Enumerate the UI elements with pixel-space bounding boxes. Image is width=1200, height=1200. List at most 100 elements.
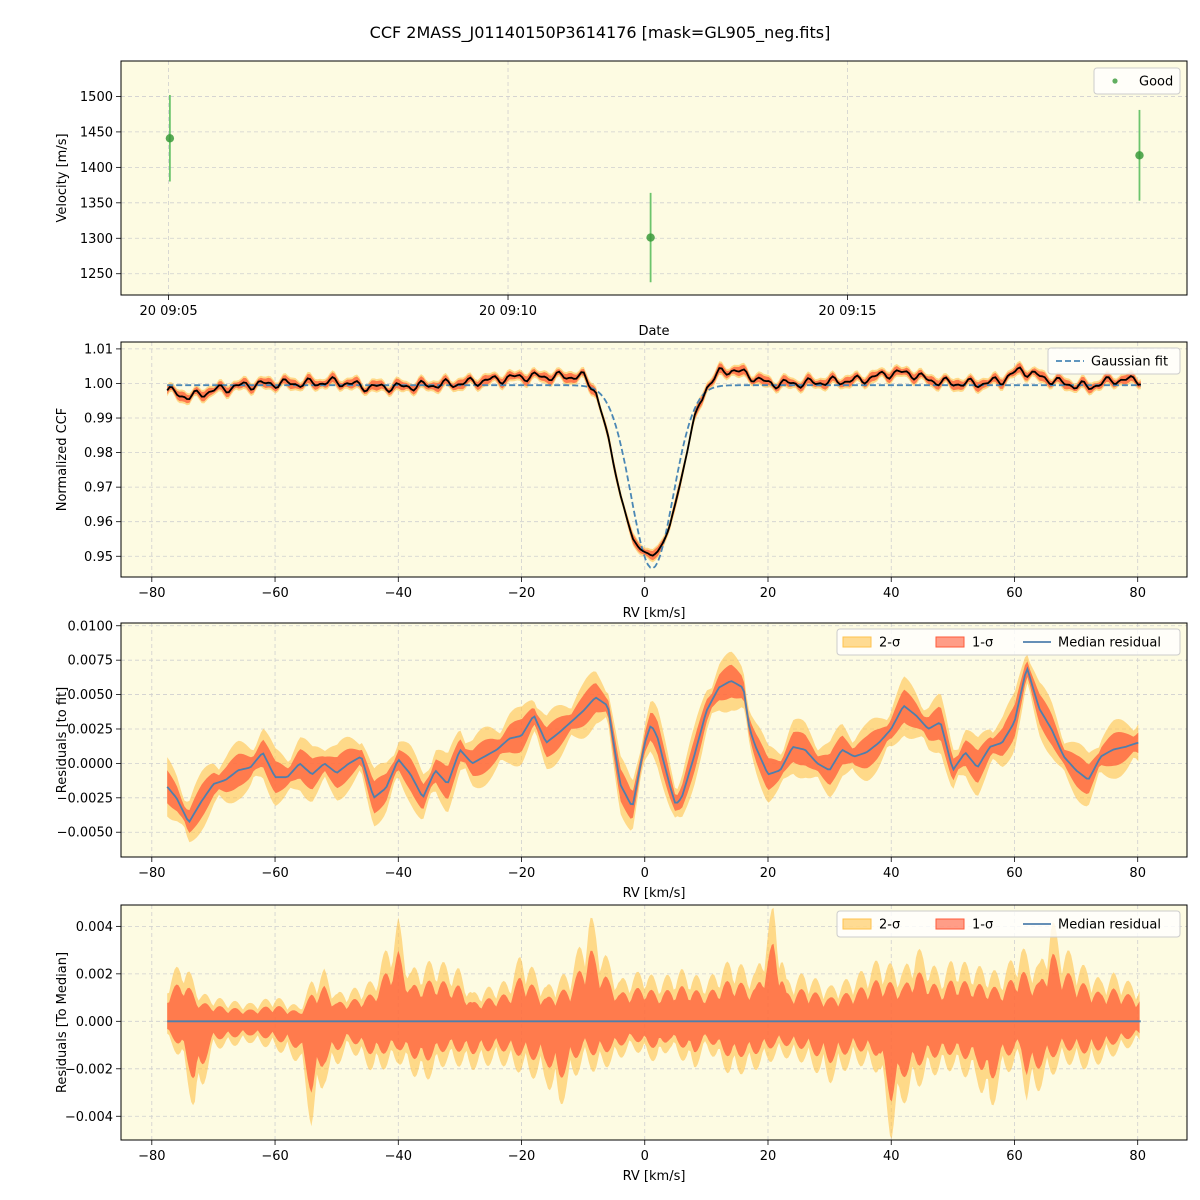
x-tick-label: −80 — [138, 1149, 165, 1164]
y-axis-label: Velocity [m/s] — [55, 133, 70, 222]
legend-label-1sigma: 1-σ — [972, 918, 993, 933]
x-tick-label: 40 — [883, 586, 900, 601]
legend-label-2sigma: 2-σ — [879, 918, 900, 933]
x-tick-label: 20 09:15 — [818, 304, 876, 319]
x-tick-label: −60 — [261, 866, 288, 881]
x-tick-label: 80 — [1129, 866, 1146, 881]
legend-label-good: Good — [1139, 75, 1173, 90]
legend-label-median: Median residual — [1058, 636, 1161, 651]
y-tick-label: −0.004 — [65, 1110, 113, 1125]
median-1sigma-band — [167, 943, 1140, 1102]
x-tick-label: 20 09:10 — [479, 304, 537, 319]
gaussian-fit-line — [167, 384, 1141, 570]
velocity-point — [646, 233, 655, 242]
residual-2sigma-band — [167, 651, 1139, 843]
x-tick-label: −20 — [508, 1149, 535, 1164]
x-tick-label: −40 — [385, 586, 412, 601]
plot-frame — [120, 904, 1188, 1141]
x-tick-label: 60 — [1006, 1149, 1023, 1164]
y-tick-label: 0.0000 — [68, 757, 114, 772]
y-tick-label: 1.01 — [84, 342, 113, 357]
y-tick-label: 0.96 — [84, 515, 113, 530]
y-tick-label: 0.0100 — [68, 619, 114, 634]
y-tick-label: 1350 — [80, 196, 113, 211]
legend-label-1sigma: 1-σ — [972, 636, 993, 651]
velocity-point — [1135, 151, 1144, 160]
y-axis-label: Normalized CCF — [55, 408, 70, 512]
legend-marker-2sigma — [842, 918, 872, 930]
y-tick-label: 0.95 — [84, 550, 113, 565]
x-tick-label: 0 — [641, 866, 649, 881]
ccf-line — [166, 366, 1142, 557]
x-tick-label: 20 09:05 — [139, 304, 197, 319]
y-tick-label: 1300 — [80, 232, 113, 247]
x-axis-label: RV [km/s] — [623, 1169, 686, 1184]
velocity-point — [165, 134, 175, 143]
residuals-median-panel: −80 −60 −40 −20 0 20 40 60 80 −0.004 −0.002 0.000 0.… — [55, 904, 1188, 1184]
y-tick-label: 1400 — [80, 161, 113, 176]
plot-area — [121, 61, 1187, 295]
y-axis-label: Residuals [To Median] — [55, 952, 70, 1093]
x-tick-label: 80 — [1129, 586, 1146, 601]
y-tick-label: 0.0075 — [68, 654, 114, 669]
y-tick-label: 0.004 — [76, 920, 113, 935]
x-tick-label: 20 — [760, 1149, 777, 1164]
x-tick-label: 40 — [883, 866, 900, 881]
x-tick-label: −80 — [138, 866, 165, 881]
legend-label-2sigma: 2-σ — [879, 636, 900, 651]
plot-frame — [120, 60, 1188, 296]
legend-marker-1sigma — [935, 918, 965, 930]
y-tick-label: −0.0050 — [57, 826, 113, 841]
x-tick-label: 20 — [760, 586, 777, 601]
legend-box — [1047, 347, 1181, 375]
y-tick-label: 0.99 — [84, 412, 113, 427]
x-tick-label: 0 — [641, 1149, 649, 1164]
legend-box — [1093, 67, 1181, 95]
x-tick-label: 20 — [760, 866, 777, 881]
legend-marker-1sigma — [935, 636, 965, 648]
x-tick-label: 60 — [1006, 866, 1023, 881]
x-tick-label: −60 — [261, 1149, 288, 1164]
figure-title: CCF 2MASS_J01140150P3614176 [mask=GL905_… — [370, 23, 831, 43]
plot-frame — [120, 341, 1188, 578]
residual-1sigma-band — [167, 661, 1139, 833]
x-tick-label: 60 — [1006, 586, 1023, 601]
x-tick-label: 80 — [1129, 1149, 1146, 1164]
y-tick-label: 0.002 — [76, 967, 113, 982]
x-tick-label: −20 — [508, 586, 535, 601]
x-axis-label: Date — [638, 324, 669, 339]
residuals-fit-panel: −80 −60 −40 −20 0 20 40 60 80 −0.0050 −0.0025 0.000… — [55, 619, 1188, 901]
y-axis-label: Residuals [to fit] — [55, 687, 70, 793]
x-tick-label: −60 — [261, 586, 288, 601]
legend-label-median: Median residual — [1058, 918, 1161, 933]
x-axis-label: RV [km/s] — [623, 886, 686, 901]
legend-label-gaussian-fit: Gaussian fit — [1091, 355, 1168, 370]
x-tick-label: 0 — [641, 586, 649, 601]
ccf-panel: −80 −60 −40 −20 0 20 40 60 80 0.95 0.96 0.97 0.98 0.9… — [55, 341, 1188, 621]
plot-frame — [120, 622, 1188, 858]
x-tick-label: −80 — [138, 586, 165, 601]
legend-box — [836, 910, 1181, 938]
legend-box — [836, 628, 1181, 656]
median-residual-line — [166, 666, 1139, 824]
y-tick-label: 0.0050 — [68, 688, 114, 703]
y-tick-label: −0.002 — [65, 1062, 113, 1077]
y-tick-label: 0.000 — [76, 1015, 113, 1030]
x-tick-label: −20 — [508, 866, 535, 881]
x-tick-label: −40 — [385, 1149, 412, 1164]
legend-marker-good — [1112, 78, 1118, 84]
legend-marker-2sigma — [842, 636, 872, 648]
y-tick-label: 0.0025 — [68, 722, 114, 737]
y-tick-label: 0.97 — [84, 481, 113, 496]
y-tick-label: 1450 — [80, 125, 113, 140]
x-axis-label: RV [km/s] — [623, 606, 686, 621]
x-tick-label: 40 — [883, 1149, 900, 1164]
y-tick-label: 1250 — [80, 267, 113, 282]
x-tick-label: −40 — [385, 866, 412, 881]
y-tick-label: 1500 — [80, 90, 113, 105]
y-tick-label: −0.0025 — [57, 791, 113, 806]
y-tick-label: 0.98 — [84, 446, 113, 461]
y-tick-label: 1.00 — [84, 377, 113, 392]
velocity-panel: 20 09:05 20 09:10 20 09:15 1250 1300 1350 1400… — [55, 60, 1188, 339]
